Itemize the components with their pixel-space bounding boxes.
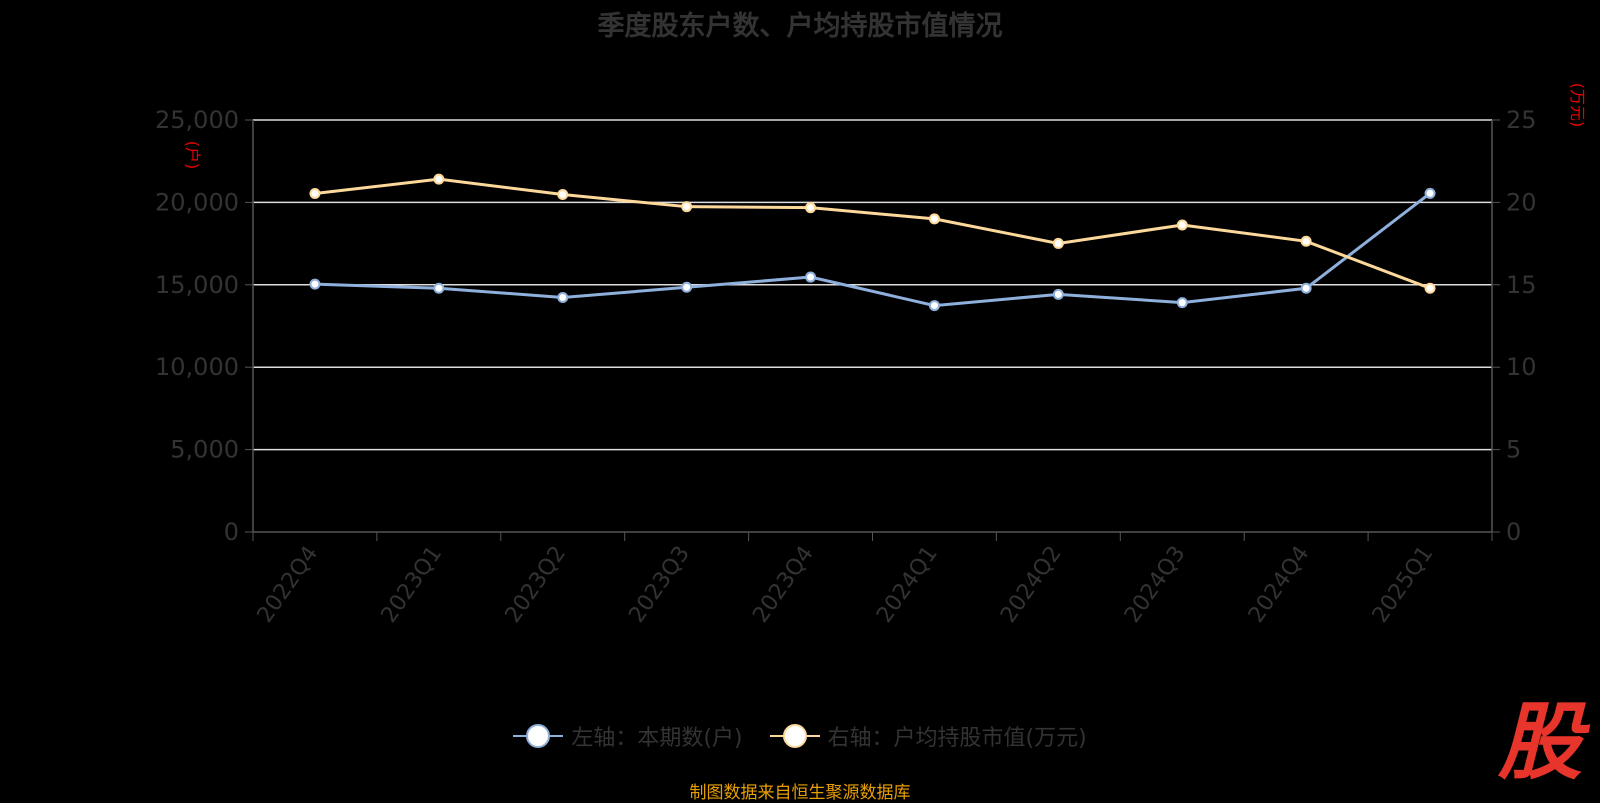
x-axis-tick-label: 2022Q4 [253,542,324,628]
data-point [928,300,940,312]
legend-item-households[interactable]: 左轴：本期数(户) [513,720,743,752]
data-point [1176,219,1188,231]
data-point [433,173,445,185]
chart-title: 季度股东户数、户均持股市值情况 [597,11,1003,42]
data-point [557,188,569,200]
left-axis-unit-label: (户) [183,141,202,170]
data-point [557,291,569,303]
data-point [928,213,940,225]
data-point [1176,297,1188,309]
left-axis-tick-label: 5,000 [170,436,239,464]
right-axis-tick-label: 5 [1506,436,1521,464]
legend-label-avg-value: 右轴：户均持股市值(万元) [827,726,1087,751]
x-axis-tick-label: 2023Q2 [501,542,572,628]
left-axis-tick-label: 10,000 [155,353,239,381]
x-axis-tick-label: 2023Q3 [624,542,695,628]
left-axis-tick-label: 25,000 [155,106,239,134]
data-point [1052,237,1064,249]
data-point [805,202,817,214]
left-axis-tick-label: 0 [224,518,239,546]
series-avg-value [309,173,1436,294]
right-axis-tick-label: 0 [1506,518,1521,546]
right-axis-tick-label: 20 [1506,188,1537,216]
left-axis-tick-label: 15,000 [155,271,239,299]
legend-marker-households [513,724,564,748]
data-point [681,281,693,293]
legend-label-households: 左轴：本期数(户) [571,726,743,751]
data-point [309,278,321,290]
x-axis-tick-label: 2025Q1 [1368,542,1439,628]
series-line [314,177,1431,290]
data-point [1052,288,1064,300]
x-axis-tick-label: 2023Q1 [377,542,448,628]
x-axis-tick-label: 2024Q3 [1120,542,1191,628]
line-chart: 05,00010,00015,00020,00025,0000510152025… [155,83,1587,628]
data-point [309,188,321,200]
right-axis-unit-label: (万元) [1568,83,1587,128]
series-households [309,187,1436,312]
left-axis-tick-label: 20,000 [155,188,239,216]
legend: 左轴：本期数(户) 右轴：户均持股市值(万元) [0,720,1600,754]
x-axis-tick-label: 2024Q2 [996,542,1067,628]
logo: 股 [1497,693,1582,791]
data-point [1424,187,1436,199]
data-point [433,282,445,294]
data-point [1300,235,1312,247]
legend-item-avg-value[interactable]: 右轴：户均持股市值(万元) [769,720,1087,752]
legend-marker-avg-value [769,724,820,748]
data-point [1424,282,1436,294]
data-point [1300,282,1312,294]
x-axis-tick-label: 2024Q4 [1244,542,1315,628]
data-point [805,271,817,283]
x-axis-tick-label: 2023Q4 [748,542,819,628]
right-axis-tick-label: 10 [1506,353,1537,381]
data-source-note: 制图数据来自恒生聚源数据库 [689,783,911,803]
data-point [681,201,693,213]
x-axis-tick-label: 2024Q1 [872,542,943,628]
series-line [314,192,1431,308]
right-axis-tick-label: 25 [1506,106,1537,134]
right-axis-tick-label: 15 [1506,271,1537,299]
